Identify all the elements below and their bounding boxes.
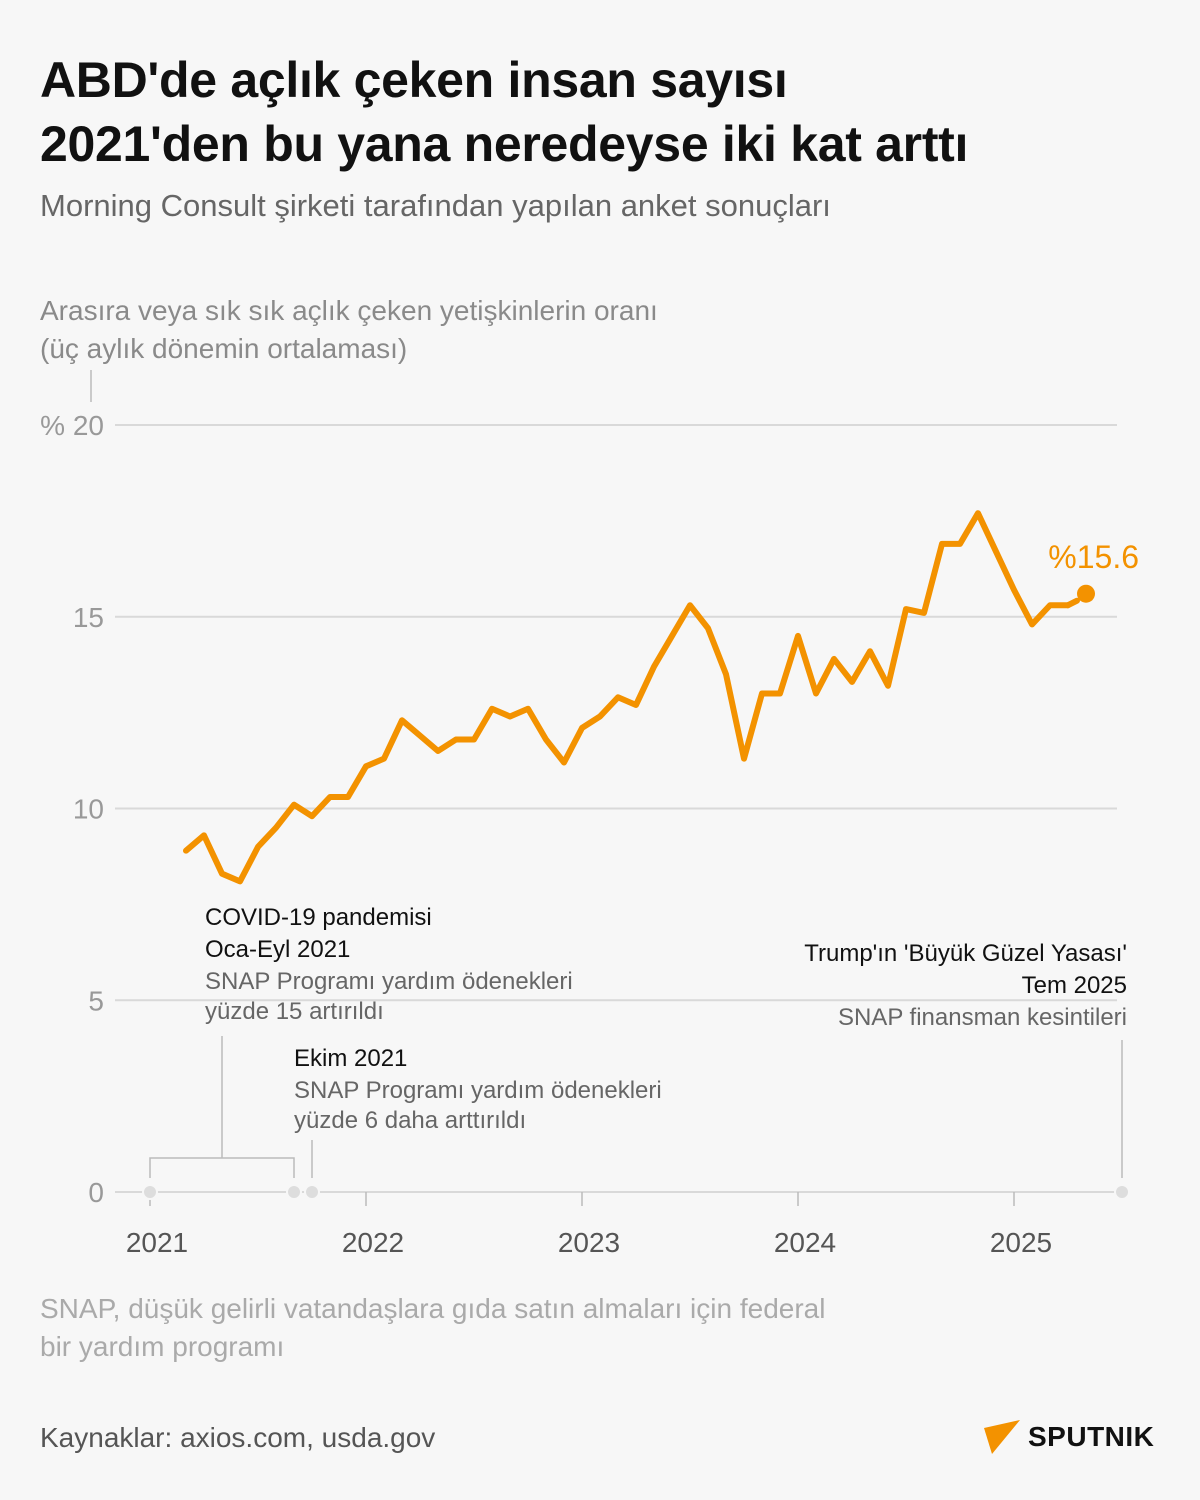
annotation-covid: COVID-19 pandemisi Oca-Eyl 2021 SNAP Pro…	[205, 902, 573, 1028]
x-tick-label: 2021	[126, 1227, 188, 1258]
annotation-date: Oca-Eyl 2021	[205, 936, 351, 963]
footnote-line-2: bir yardım programı	[40, 1331, 285, 1362]
x-tick-label: 2024	[774, 1227, 836, 1258]
annotation-dot	[1114, 1184, 1130, 1200]
y-tick-label: 5	[88, 985, 104, 1016]
annotation-text: yüzde 6 daha arttırıldı	[294, 1107, 527, 1134]
y-axis-label-line-1: Arasıra veya sık sık açlık çeken yetişki…	[40, 295, 658, 326]
line-chart: 0 5 10 15 % 20 2021 2022 2023 2024 2025 %15.6	[40, 370, 1139, 1258]
data-line	[183, 510, 1071, 885]
y-axis-label: Arasıra veya sık sık açlık çeken yetişki…	[40, 292, 658, 368]
data-line-segment	[1065, 597, 1080, 609]
logo-text: SPUTNIK	[1028, 1421, 1155, 1452]
annotation-text: yüzde 15 artırıldı	[205, 998, 384, 1025]
annotation-trump-law: Trump'ın 'Büyük Güzel Yasası' Tem 2025 S…	[804, 938, 1127, 1034]
title-line-2: 2021'den bu yana neredeyse iki kat arttı	[40, 116, 969, 172]
x-tick-label: 2025	[990, 1227, 1052, 1258]
footnote: SNAP, düşük gelirli vatandaşlara gıda sa…	[40, 1290, 825, 1366]
y-tick-label: 0	[88, 1177, 104, 1208]
annotation-dot	[304, 1184, 320, 1200]
y-tick-label: 15	[73, 602, 104, 633]
title-line-1: ABD'de açlık çeken insan sayısı	[40, 52, 788, 108]
source: Kaynaklar: axios.com, usda.gov	[40, 1422, 436, 1453]
x-tick-label: 2022	[342, 1227, 404, 1258]
annotation-dot	[142, 1184, 158, 1200]
last-value-dot	[1077, 584, 1095, 603]
annotation-date: Ekim 2021	[294, 1045, 408, 1072]
annotation-bracket	[149, 1157, 295, 1178]
annotation-text: SNAP Programı yardım ödenekleri	[294, 1077, 662, 1104]
sputnik-arrow-icon	[984, 1420, 1020, 1454]
y-tick-label: % 20	[40, 410, 104, 441]
annotation-text: SNAP finansman kesintileri	[837, 1004, 1127, 1031]
annotation-text: SNAP Programı yardım ödenekleri	[205, 968, 573, 995]
y-tick-label: 10	[73, 794, 104, 825]
annotation-october-2021: Ekim 2021 SNAP Programı yardım ödenekler…	[294, 1043, 662, 1137]
page-title: ABD'de açlık çeken insan sayısı 2021'den…	[40, 48, 1180, 176]
last-value-label: %15.6	[1048, 539, 1139, 575]
sputnik-logo: SPUTNIK	[984, 1420, 1154, 1454]
footnote-line-1: SNAP, düşük gelirli vatandaşlara gıda sa…	[40, 1293, 826, 1324]
x-tick-label: 2023	[558, 1227, 620, 1258]
annotation-date: Tem 2025	[1021, 972, 1127, 999]
annotation-title: COVID-19 pandemisi	[205, 904, 432, 931]
annotation-title: Trump'ın 'Büyük Güzel Yasası'	[804, 940, 1127, 967]
y-axis-label-line-2: (üç aylık dönemin ortalaması)	[40, 333, 408, 364]
subtitle: Morning Consult şirketi tarafından yapıl…	[40, 188, 831, 223]
annotation-dot	[286, 1184, 302, 1200]
